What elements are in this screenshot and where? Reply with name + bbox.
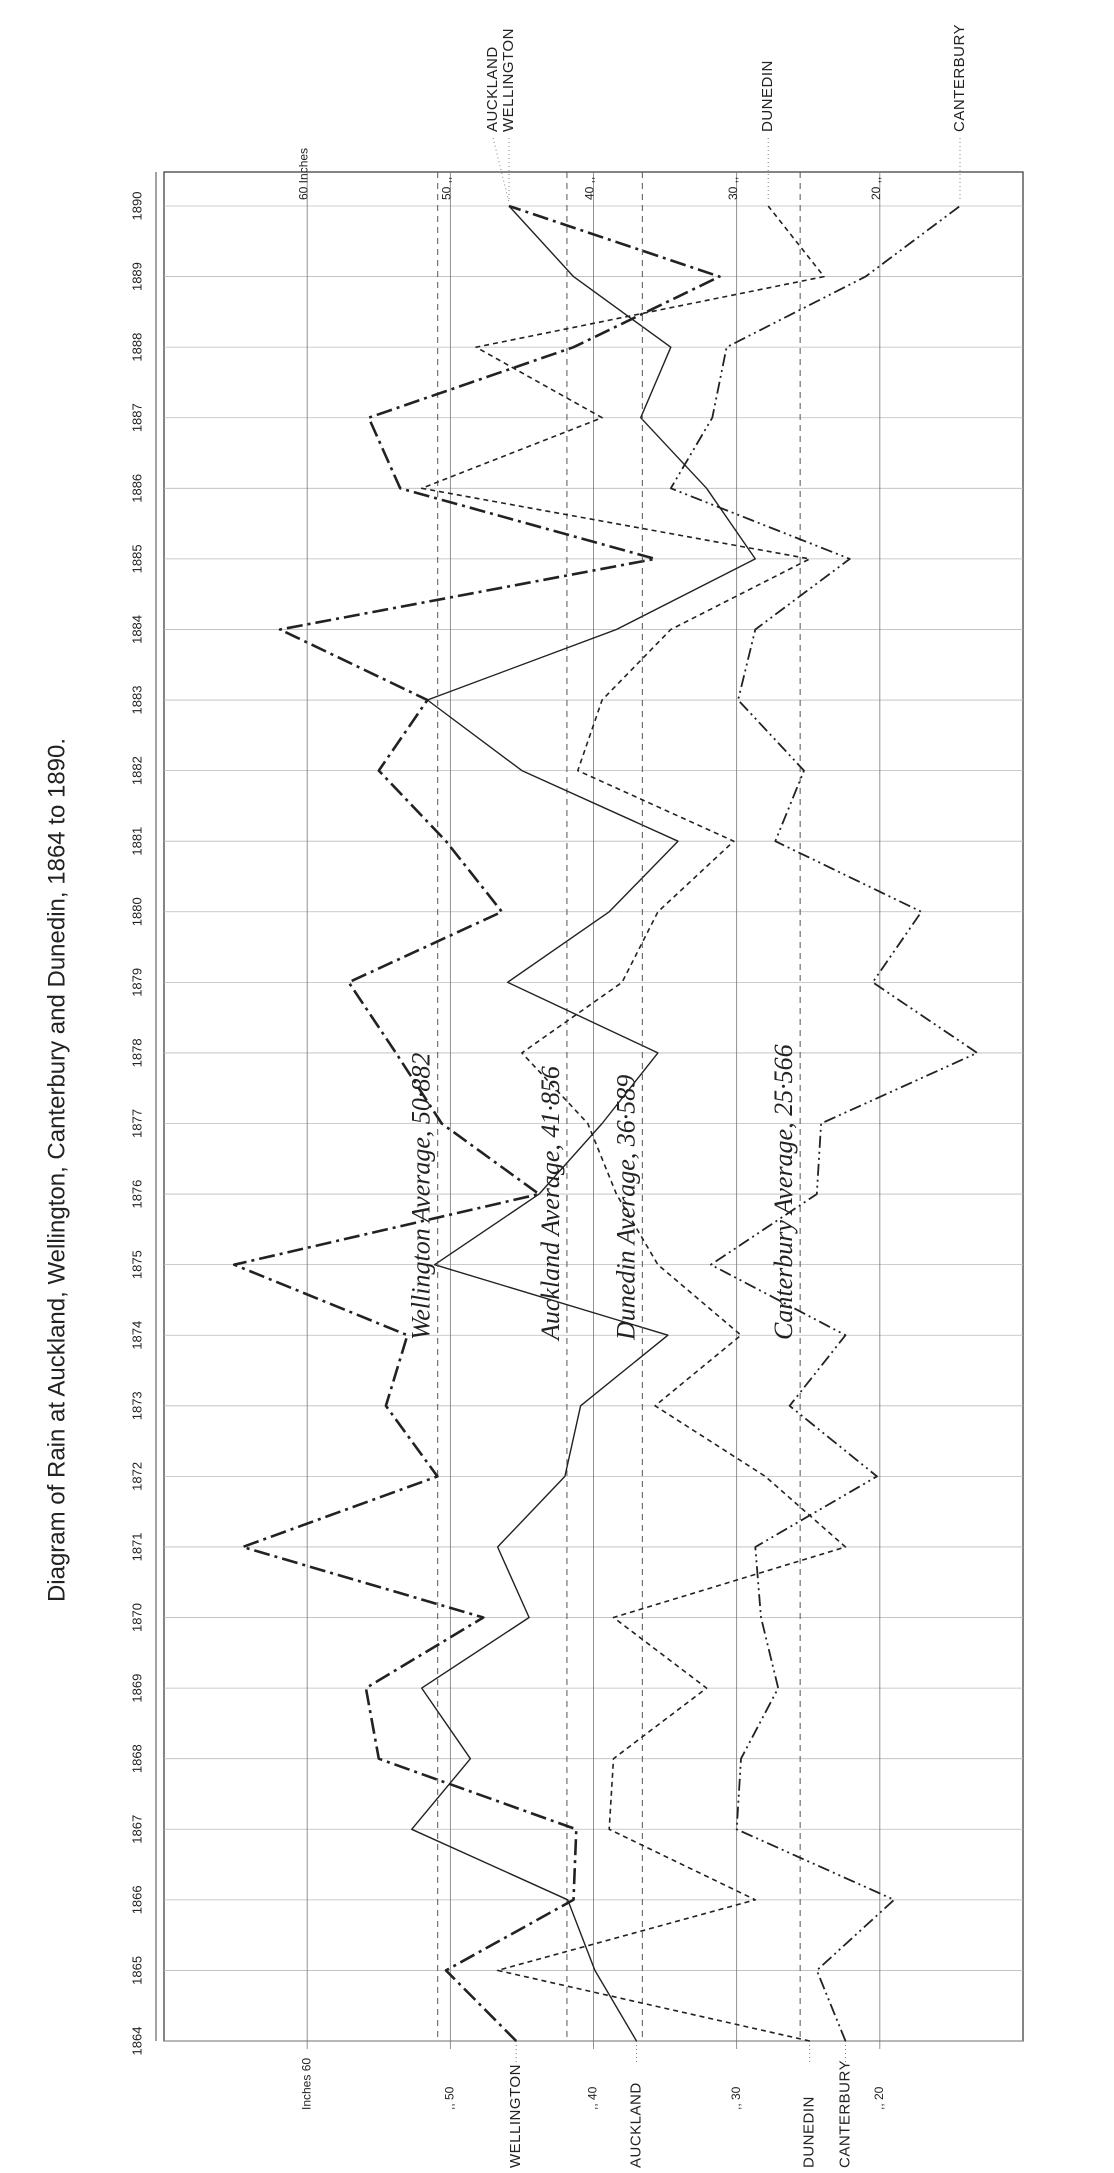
chart-title: Diagram of Rain at Auckland, Wellington,… xyxy=(43,738,70,1602)
x-tick-label: 1889 xyxy=(129,262,144,291)
y-tick-label: 30 ,, xyxy=(726,177,740,200)
legend-label: AUCKLAND xyxy=(484,46,501,132)
legend-label: DUNEDIN xyxy=(759,60,776,132)
x-tick-label: 1882 xyxy=(129,756,144,785)
x-tick-label: 1886 xyxy=(129,474,144,503)
x-tick-label: 1871 xyxy=(129,1533,144,1562)
legend-label: AUCKLAND xyxy=(627,2082,644,2168)
x-tick-label: 1875 xyxy=(129,1250,144,1279)
y-tick-label: ,, 40 xyxy=(586,2086,600,2110)
series-line xyxy=(411,205,756,2042)
legend-label: WELLINGTON xyxy=(507,2064,524,2168)
x-tick-label: 1866 xyxy=(129,1885,144,1914)
x-tick-label: 1864 xyxy=(129,2027,144,2056)
series-line xyxy=(420,205,847,2042)
y-tick-label: 50 ,, xyxy=(440,177,454,200)
y-tick-label: Inches 60 xyxy=(299,2058,313,2110)
y-tick-label: ,, 50 xyxy=(443,2086,457,2110)
x-tick-label: 1865 xyxy=(129,1956,144,1985)
y-tick-label: 20 ,, xyxy=(869,177,883,200)
x-tick-label: 1879 xyxy=(129,968,144,997)
x-tick-label: 1873 xyxy=(129,1391,144,1420)
x-tick-label: 1885 xyxy=(129,544,144,573)
x-tick-label: 1887 xyxy=(129,403,144,432)
x-tick-label: 1868 xyxy=(129,1744,144,1773)
legend-label: CANTERBURY xyxy=(836,2060,853,2168)
x-tick-label: 1877 xyxy=(129,1109,144,1138)
x-tick-label: 1870 xyxy=(129,1603,144,1632)
legend-label: DUNEDIN xyxy=(801,2096,818,2168)
x-tick-label: 1867 xyxy=(129,1815,144,1844)
x-tick-label: 1888 xyxy=(129,333,144,362)
y-tick-label: ,, 20 xyxy=(872,2086,886,2110)
y-tick-label: ,, 30 xyxy=(729,2086,743,2110)
x-tick-label: 1884 xyxy=(129,615,144,644)
y-tick-label: 60 Inches xyxy=(296,148,310,200)
average-label: Canterbury Average, 25·566 xyxy=(769,1044,798,1340)
x-tick-label: 1876 xyxy=(129,1180,144,1209)
x-tick-label: 1869 xyxy=(129,1674,144,1703)
x-tick-label: 1883 xyxy=(129,686,144,715)
legend-label: WELLINGTON xyxy=(500,28,517,132)
x-tick-label: 1878 xyxy=(129,1038,144,1067)
x-tick-label: 1874 xyxy=(129,1321,144,1350)
x-tick-label: 1872 xyxy=(129,1462,144,1491)
average-label: Auckland Average, 41·856 xyxy=(536,1066,565,1342)
x-tick-label: 1880 xyxy=(129,897,144,926)
average-label: Wellington Average, 50·882 xyxy=(407,1053,436,1340)
series-line xyxy=(669,205,979,2042)
x-tick-label: 1881 xyxy=(129,827,144,856)
x-tick-label: 1890 xyxy=(129,192,144,221)
series-line xyxy=(232,204,721,2042)
legend-label: CANTERBURY xyxy=(951,24,968,132)
leader xyxy=(492,137,510,203)
y-tick-label: 40 ,, xyxy=(583,177,597,200)
average-label: Dunedin Average, 36·589 xyxy=(611,1075,640,1341)
